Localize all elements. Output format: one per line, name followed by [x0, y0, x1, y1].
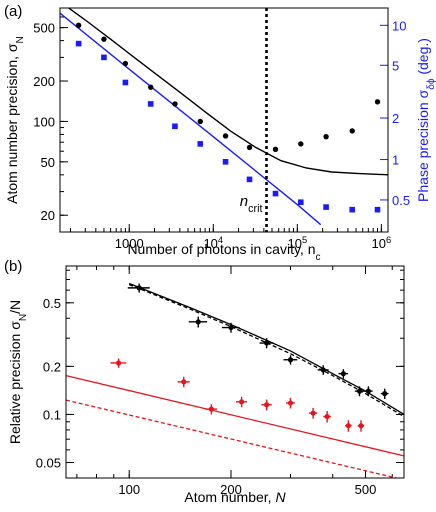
- data-point-circle: [147, 84, 154, 90]
- y2-tick-label: 5: [392, 58, 399, 73]
- data-point-circle: [222, 133, 229, 139]
- data-point-circle: [101, 36, 107, 42]
- data-point-circle: [349, 128, 355, 134]
- data-point-circle: [272, 146, 279, 152]
- data-point-circle: [320, 367, 326, 373]
- y-tick-label: 50: [41, 155, 55, 170]
- data-point-square: [172, 123, 178, 130]
- panel-b-chart: 100 200 500 0.05 0.1 0.2 0.5 Atom number, N Rela…: [7, 265, 405, 505]
- theory-line: [128, 283, 404, 418]
- panel-b-lines: [66, 282, 404, 478]
- data-point-circle: [172, 101, 178, 107]
- data-point-square: [75, 40, 82, 47]
- data-point-circle: [324, 413, 330, 420]
- panel-b-frame: [65, 265, 405, 479]
- theory-line: [66, 399, 400, 478]
- y-tick-label: 0.05: [36, 456, 61, 471]
- theory-line: [66, 374, 404, 457]
- critical-photon-label: ncrit: [240, 193, 263, 215]
- data-point-square: [374, 206, 381, 213]
- data-point-circle: [374, 99, 381, 105]
- y-tick-label: 0.5: [43, 296, 61, 311]
- x-tick-label: 100: [118, 482, 140, 497]
- x-tick-label: 104: [203, 235, 223, 251]
- fit-line: [60, 12, 322, 226]
- data-point-circle: [264, 402, 270, 408]
- data-point-circle: [246, 144, 253, 151]
- data-point-circle: [228, 324, 234, 331]
- data-point-circle: [358, 423, 364, 429]
- panel-a-label: (a): [4, 3, 22, 20]
- y2-tick-label: 2: [392, 111, 399, 126]
- data-point-square: [222, 159, 229, 165]
- data-point-square: [297, 199, 304, 206]
- data-point-square: [349, 206, 356, 213]
- data-point-square: [147, 101, 154, 107]
- data-point-circle: [356, 388, 363, 394]
- x-tick-label: 106: [372, 235, 392, 251]
- panel-a-frame: [59, 7, 389, 233]
- y-tick-label: 0.2: [43, 359, 61, 374]
- x-tick-label: 1000: [115, 236, 144, 251]
- y2-tick-label: 10: [392, 18, 406, 33]
- y-tick-label: 500: [33, 21, 55, 36]
- data-point-square: [197, 141, 204, 147]
- x-tick-label: 200: [220, 482, 242, 497]
- x-tick-label: 105: [287, 235, 307, 251]
- data-point-circle: [287, 357, 294, 363]
- data-point-circle: [238, 399, 245, 405]
- data-point-circle: [208, 406, 214, 412]
- panel-b-ylabel: Relative precision σN/N: [7, 300, 29, 444]
- data-point-circle: [75, 22, 82, 29]
- data-point-circle: [365, 388, 371, 394]
- panel-b-label: (b): [4, 258, 22, 275]
- data-point-circle: [197, 118, 203, 125]
- y2-tick-label: 0.5: [392, 193, 410, 208]
- data-point-circle: [323, 133, 329, 140]
- y-tick-label: 20: [41, 208, 55, 223]
- panel-a-ylabel: Atom number precision, σN: [4, 36, 26, 204]
- data-point-circle: [310, 410, 316, 416]
- x-tick-label: 500: [355, 482, 377, 497]
- data-point-circle: [382, 391, 388, 397]
- panel-a-xlabel: Number of photons in cavity, nc: [127, 241, 320, 263]
- data-point-square: [122, 79, 129, 86]
- data-point-square: [272, 190, 279, 197]
- data-point-circle: [122, 60, 129, 67]
- data-point-circle: [345, 423, 351, 429]
- data-point-circle: [181, 379, 187, 385]
- data-point-circle: [264, 340, 270, 346]
- y-tick-label: 200: [33, 74, 55, 89]
- y-tick-label: 0.1: [43, 407, 61, 422]
- y2-tick-label: 1: [392, 153, 399, 168]
- data-point-circle: [115, 360, 122, 366]
- data-point-square: [101, 54, 107, 61]
- y-tick-label: 100: [33, 114, 55, 129]
- theory-line: [128, 282, 404, 415]
- data-point-circle: [136, 285, 142, 291]
- data-point-square: [323, 204, 329, 210]
- data-point-circle: [287, 400, 294, 406]
- data-point-circle: [298, 141, 304, 147]
- panel-b-xlabel: Atom number, N: [184, 489, 286, 505]
- fit-line: [67, 8, 388, 176]
- panel-a-lines: [60, 8, 388, 226]
- panel-a-y2label: Phase precision σδϕ (deg.): [415, 38, 436, 202]
- data-point-circle: [340, 371, 346, 377]
- data-point-circle: [195, 319, 201, 325]
- data-point-square: [246, 176, 253, 183]
